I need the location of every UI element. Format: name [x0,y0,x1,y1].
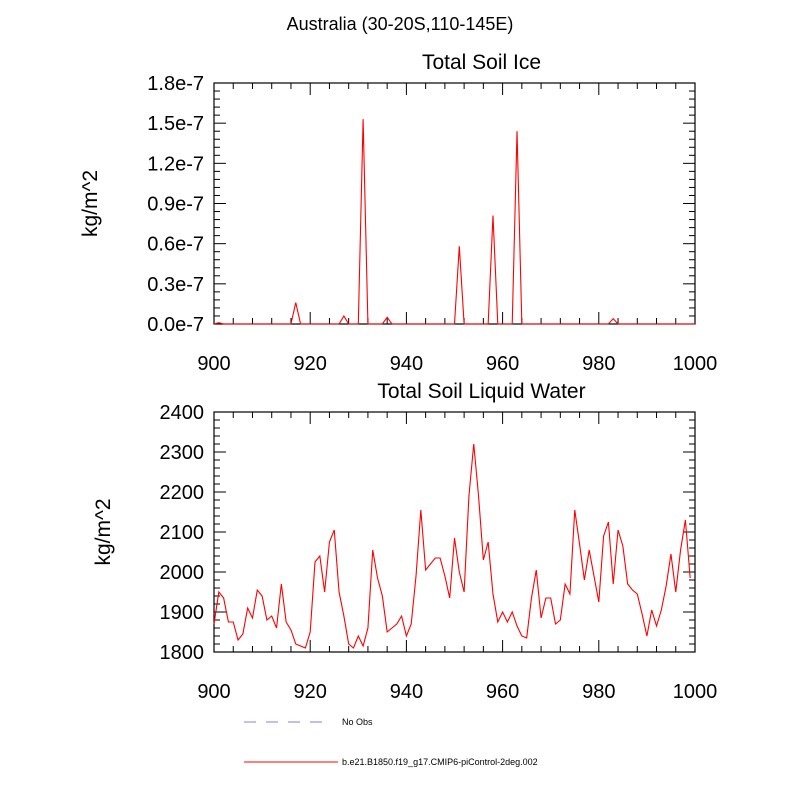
soil-ice-x-tick-label: 920 [294,353,327,375]
soil-liquid-water-y-tick-label: 2200 [160,482,205,504]
soil-ice-series-line [213,119,695,325]
legend: No Obs b.e21.B1850.f19_g17.CMIP6-piContr… [244,717,538,767]
soil-liquid-water-x-tick-label: 1000 [673,681,718,703]
soil-liquid-water-y-axis-label: kg/m^2 [92,498,115,565]
soil-liquid-water-y-tick-label: 2300 [160,442,205,464]
soil-ice-y-tick-label: 1.8e-7 [147,73,204,95]
soil-ice-x-tick-label: 1000 [673,353,718,375]
soil-liquid-water-x-tick-label: 920 [294,681,327,703]
soil-liquid-water-title: Total Soil Liquid Water [377,380,585,403]
soil-ice-panel: Total Soil Ice kg/m^2 900 920 940 960 980 1000 0… [79,51,717,375]
soil-ice-plot-frame [213,82,696,325]
soil-ice-y-tick-label: 0.6e-7 [147,234,204,256]
legend-model-label: b.e21.B1850.f19_g17.CMIP6-piControl-2deg… [342,757,538,767]
soil-ice-x-tick-label: 900 [197,353,230,375]
soil-liquid-water-x-tick-label: 980 [582,681,615,703]
soil-ice-x-tick-label: 980 [582,353,615,375]
soil-ice-y-tick-label: 0.3e-7 [147,274,204,296]
soil-liquid-water-y-tick-label: 2100 [160,522,205,544]
soil-liquid-water-y-tick-label: 1800 [160,642,205,664]
soil-liquid-water-series-line [213,443,691,649]
legend-obs-label: No Obs [342,717,373,727]
soil-ice-y-tick-label: 1.2e-7 [147,153,204,175]
soil-liquid-water-x-tick-label: 960 [486,681,519,703]
figure-suptitle: Australia (30-20S,110-145E) [287,14,514,34]
soil-liquid-water-y-tick-label: 2000 [160,562,205,584]
soil-liquid-water-x-tick-label: 900 [197,681,230,703]
soil-ice-y-tick-label: 0.9e-7 [147,194,204,216]
soil-liquid-water-y-tick-label: 1900 [160,602,205,624]
soil-ice-y-tick-label: 0.0e-7 [147,314,204,336]
soil-liquid-water-y-tick-label: 2400 [160,402,205,424]
soil-ice-y-axis-label: kg/m^2 [79,170,102,237]
soil-ice-y-tick-label: 1.5e-7 [147,113,204,135]
soil-liquid-water-x-tick-label: 940 [390,681,423,703]
soil-ice-x-tick-label: 960 [486,353,519,375]
soil-liquid-water-panel: Total Soil Liquid Water kg/m^2 900 920 940 96… [92,380,717,703]
soil-ice-x-tick-label: 940 [390,353,423,375]
soil-liquid-water-plot-frame [213,411,696,653]
soil-ice-title: Total Soil Ice [422,51,541,74]
